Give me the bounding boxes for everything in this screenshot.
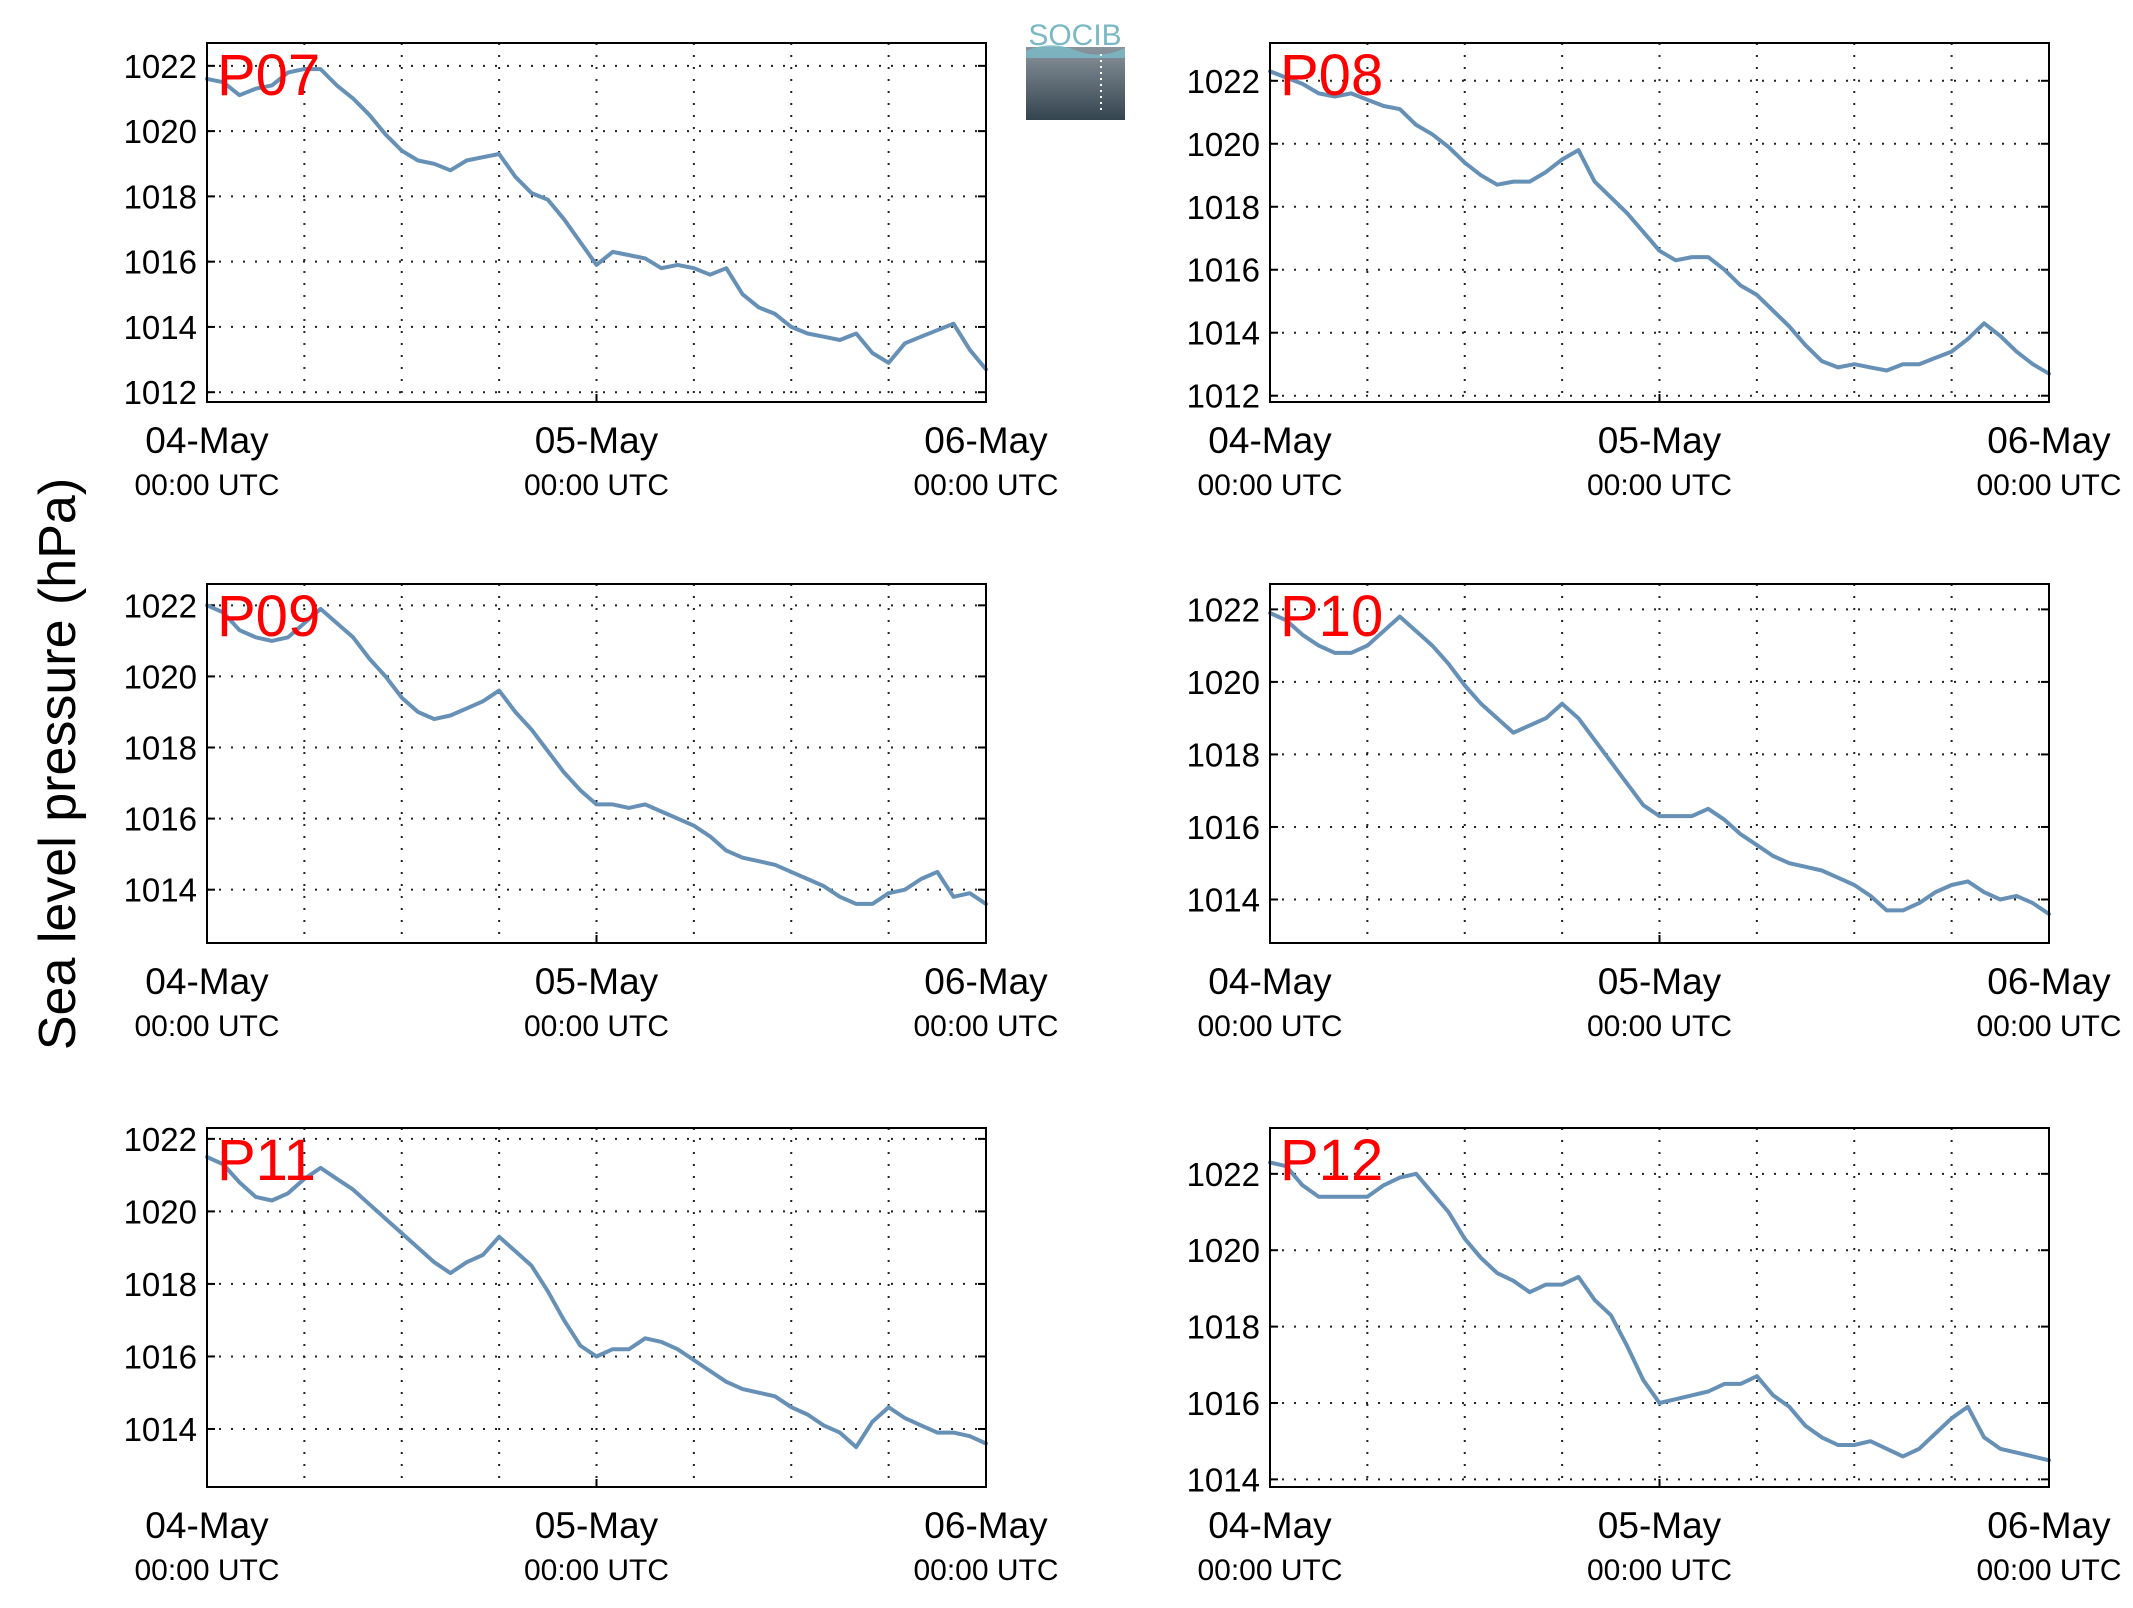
panel-p09: 1014 1016 1018 1020 1022 04-May 00:00 UTC 05-Ma…: [124, 583, 1059, 1043]
x-tick-label-time: 00:00 UTC: [524, 1010, 669, 1043]
x-tick-label-date: 04-May: [1208, 420, 1332, 461]
x-tick-label-time: 00:00 UTC: [913, 1554, 1058, 1587]
axes-frame: [206, 1127, 987, 1488]
y-tick-label: 1022: [1187, 63, 1260, 100]
x-tick-label-time: 00:00 UTC: [134, 1010, 279, 1043]
panel-p12: 1014 1016 1018 1020 1022 04-May 00:00 UTC 05-Ma…: [1187, 1127, 2122, 1587]
x-tick-label-date: 04-May: [1208, 961, 1332, 1002]
x-tick-label-date: 05-May: [1598, 420, 1722, 461]
series-line: [205, 67, 988, 372]
series-line: [205, 603, 988, 906]
x-tick-label-time: 00:00 UTC: [1587, 469, 1732, 502]
x-tick-label-time: 00:00 UTC: [1197, 469, 1342, 502]
x-tick-label-date: 04-May: [145, 961, 269, 1002]
series-line: [1268, 611, 2051, 916]
y-tick-label: 1022: [1187, 1156, 1260, 1193]
axes-frame: [1269, 583, 2050, 944]
x-tick-label-date: 06-May: [1987, 420, 2111, 461]
y-tick-label: 1020: [1187, 1232, 1260, 1269]
series-line: [1268, 69, 2051, 376]
panel-p08: 1012 1014 1016 1018 1020 1022 04-May 00:00 UTC 0…: [1187, 42, 2122, 502]
x-tick-label-time: 00:00 UTC: [134, 469, 279, 502]
x-tick-label-date: 06-May: [1987, 1505, 2111, 1546]
x-tick-label-date: 04-May: [145, 420, 269, 461]
logo-text: SOCIB: [1028, 19, 1121, 52]
y-tick-label: 1018: [124, 1266, 197, 1303]
y-tick-label: 1014: [124, 1411, 197, 1448]
y-tick-label: 1022: [124, 1121, 197, 1158]
x-tick-label-date: 04-May: [1208, 1505, 1332, 1546]
x-tick-label-time: 00:00 UTC: [913, 1010, 1058, 1043]
x-tick-label-date: 06-May: [924, 961, 1048, 1002]
x-tick-label-date: 05-May: [1598, 1505, 1722, 1546]
y-tick-label: 1018: [1187, 1309, 1260, 1346]
x-tick-label-date: 06-May: [924, 420, 1048, 461]
x-tick-label-time: 00:00 UTC: [1197, 1554, 1342, 1587]
logo-block: [1026, 47, 1125, 120]
series-line: [1268, 1160, 2051, 1463]
panel-label: P09: [217, 584, 320, 649]
y-tick-label: 1012: [1187, 378, 1260, 415]
y-tick-label: 1018: [124, 730, 197, 767]
y-tick-label: 1014: [124, 872, 197, 909]
x-tick-label-time: 00:00 UTC: [1976, 1010, 2121, 1043]
axes-frame: [1269, 1127, 2050, 1488]
y-axis-label: Sea level pressure (hPa): [29, 478, 87, 1050]
y-tick-label: 1020: [1187, 126, 1260, 163]
x-tick-label-date: 06-May: [924, 1505, 1048, 1546]
x-tick-label-time: 00:00 UTC: [1587, 1010, 1732, 1043]
y-tick-label: 1014: [124, 309, 197, 346]
socib-logo: SOCIB: [1026, 19, 1125, 120]
x-tick-label-time: 00:00 UTC: [1197, 1010, 1342, 1043]
x-tick-label-date: 05-May: [535, 1505, 659, 1546]
x-tick-label-time: 00:00 UTC: [1976, 1554, 2121, 1587]
x-tick-label-date: 05-May: [1598, 961, 1722, 1002]
y-tick-label: 1016: [124, 244, 197, 281]
panel-label: P12: [1280, 1128, 1383, 1193]
axes-frame: [206, 583, 987, 944]
y-tick-label: 1020: [124, 658, 197, 695]
x-tick-label-date: 05-May: [535, 961, 659, 1002]
y-tick-label: 1016: [124, 801, 197, 838]
panel-p10: 1014 1016 1018 1020 1022 04-May 00:00 UTC 05-Ma…: [1187, 583, 2122, 1043]
y-tick-label: 1022: [124, 48, 197, 85]
y-tick-label: 1016: [124, 1338, 197, 1375]
y-tick-label: 1020: [124, 113, 197, 150]
y-tick-label: 1018: [1187, 189, 1260, 226]
x-tick-label-date: 05-May: [535, 420, 659, 461]
series-line: [205, 1155, 988, 1450]
panel-label: P07: [217, 43, 320, 108]
y-tick-label: 1020: [1187, 664, 1260, 701]
y-tick-label: 1012: [124, 374, 197, 411]
y-tick-label: 1016: [1187, 252, 1260, 289]
panel-p11: 1014 1016 1018 1020 1022 04-May 00:00 UTC 05-Ma…: [124, 1121, 1059, 1587]
y-tick-label: 1020: [124, 1193, 197, 1230]
x-tick-label-date: 06-May: [1987, 961, 2111, 1002]
panel-label: P11: [217, 1128, 316, 1193]
x-tick-label-time: 00:00 UTC: [134, 1554, 279, 1587]
y-tick-label: 1014: [1187, 881, 1260, 918]
x-tick-label-time: 00:00 UTC: [524, 1554, 669, 1587]
axes-frame: [1269, 42, 2050, 403]
panel-label: P08: [1280, 43, 1383, 108]
axes-frame: [206, 42, 987, 403]
y-tick-label: 1014: [1187, 315, 1260, 352]
x-tick-label-time: 00:00 UTC: [913, 469, 1058, 502]
y-tick-label: 1018: [1187, 736, 1260, 773]
y-tick-label: 1022: [124, 587, 197, 624]
y-tick-label: 1016: [1187, 809, 1260, 846]
panel-label: P10: [1280, 584, 1383, 649]
x-tick-label-time: 00:00 UTC: [1587, 1554, 1732, 1587]
x-tick-label-date: 04-May: [145, 1505, 269, 1546]
y-tick-label: 1022: [1187, 591, 1260, 628]
y-tick-label: 1014: [1187, 1461, 1260, 1498]
x-tick-label-time: 00:00 UTC: [1976, 469, 2121, 502]
x-tick-label-time: 00:00 UTC: [524, 469, 669, 502]
panel-p07: 1012 1014 1016 1018 1020 1022 04-May 00:00 UTC 0…: [124, 42, 1059, 502]
y-tick-label: 1018: [124, 178, 197, 215]
y-tick-label: 1016: [1187, 1385, 1260, 1422]
